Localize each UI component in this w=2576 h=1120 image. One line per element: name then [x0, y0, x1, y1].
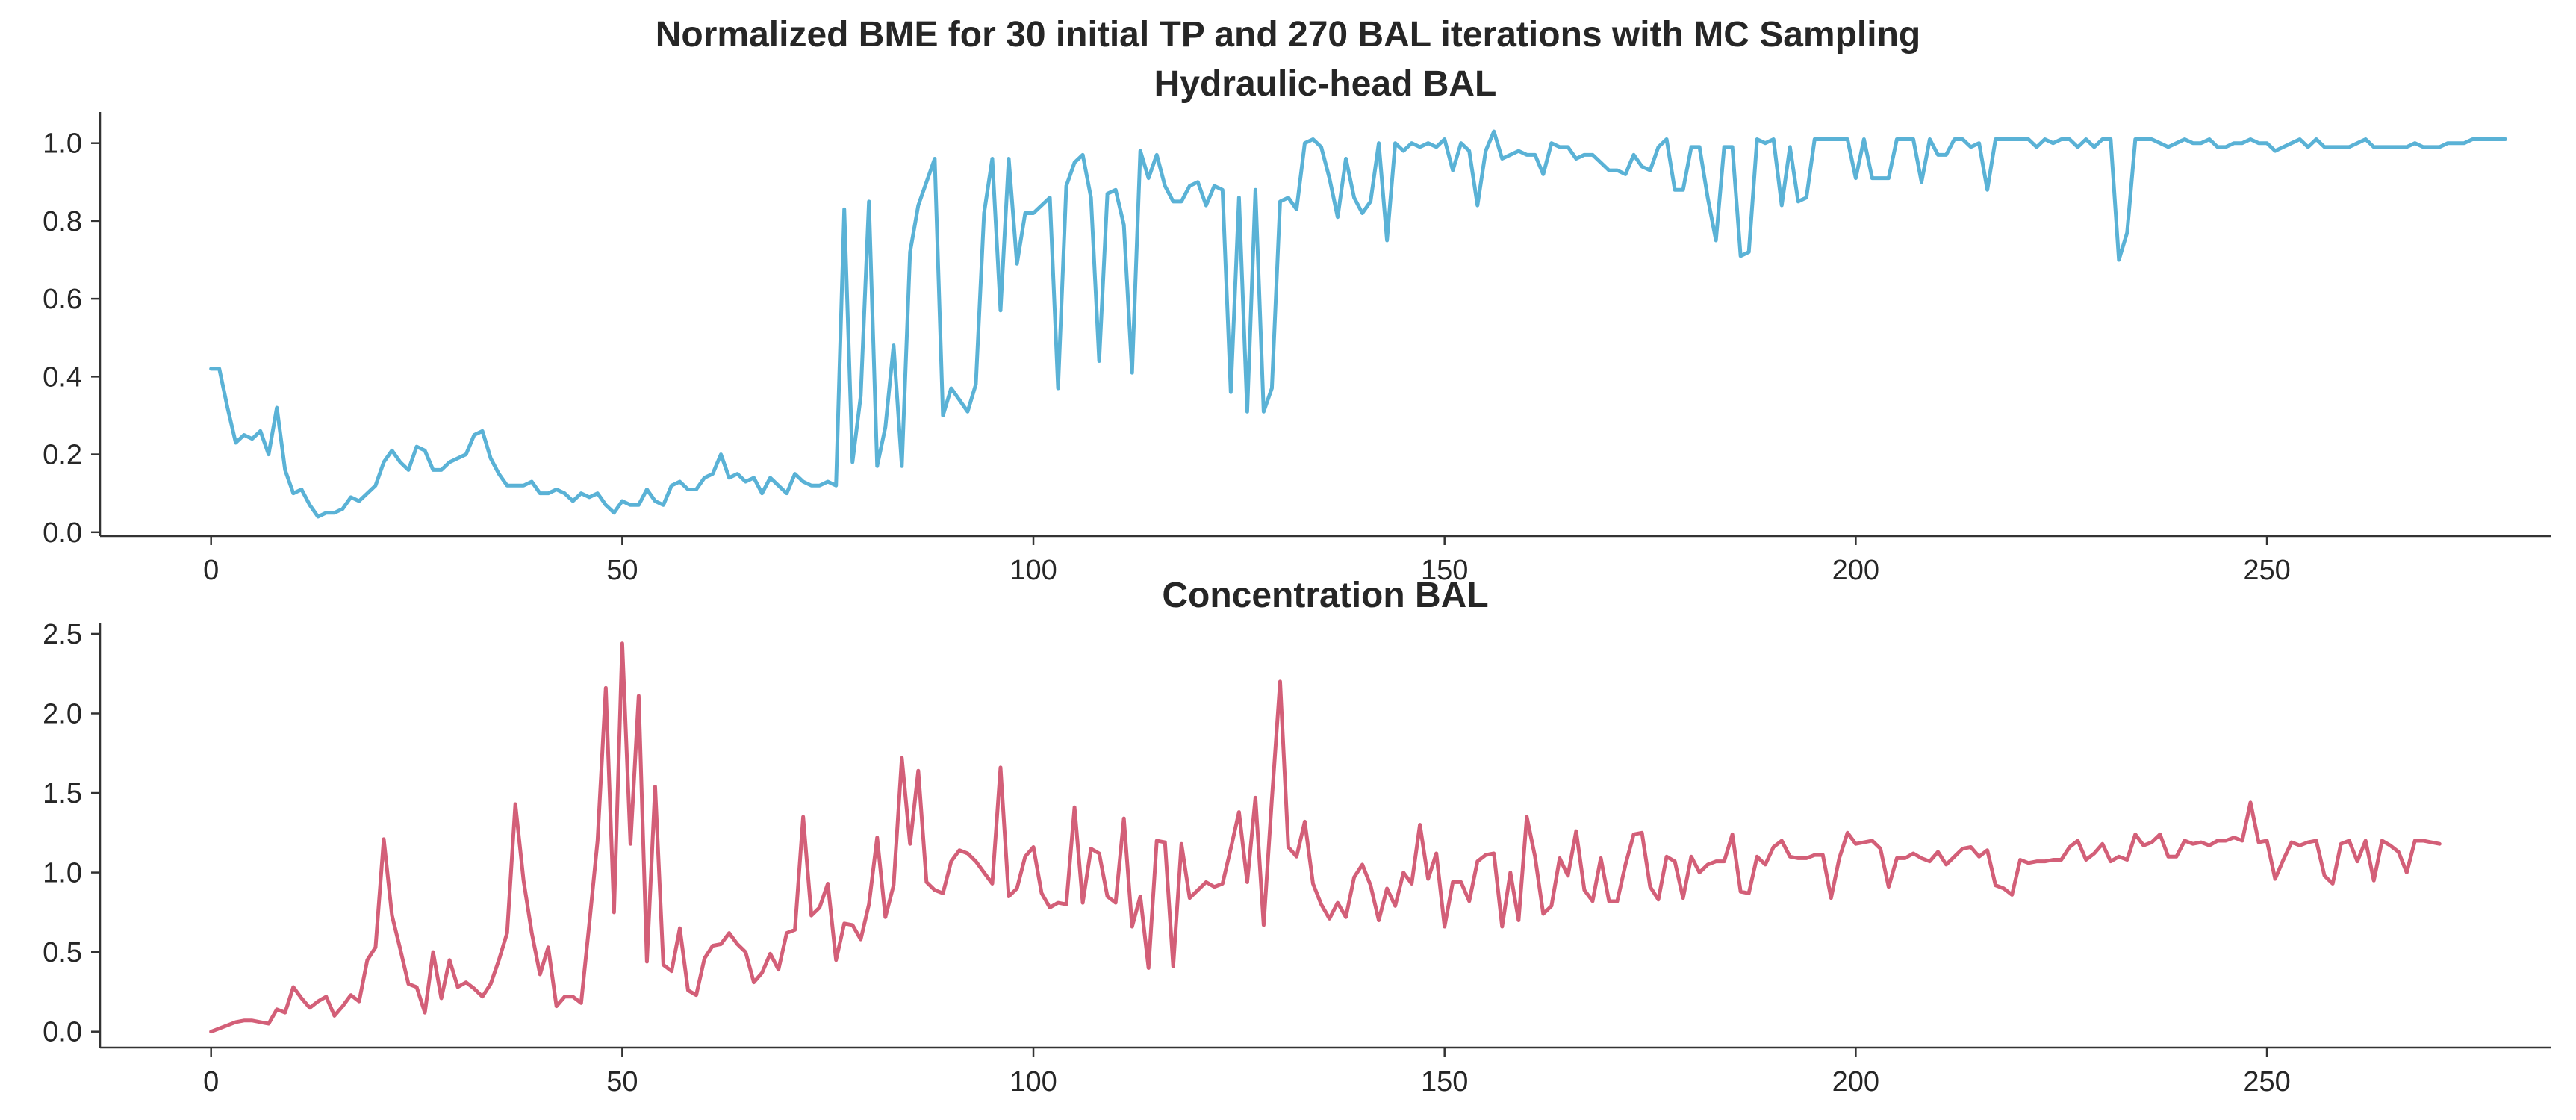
- hydraulic-head-x-tick-label: 100: [1009, 555, 1057, 586]
- concentration-y-tick-label: 2.0: [43, 698, 82, 729]
- concentration-y-tick-label: 0.5: [43, 937, 82, 968]
- hydraulic-head-y-tick-label: 0.0: [43, 517, 82, 549]
- concentration-y-tick-label: 1.0: [43, 858, 82, 889]
- concentration-x-tick-label: 50: [606, 1066, 638, 1098]
- concentration-axis-title: Concentration BAL: [1162, 576, 1488, 615]
- concentration-x-tick-label: 150: [1421, 1066, 1468, 1098]
- hydraulic-head-x-tick-label: 250: [2243, 555, 2290, 586]
- concentration-x-tick-label: 250: [2243, 1066, 2290, 1098]
- hydraulic-head-x-tick-label: 0: [203, 555, 219, 586]
- hydraulic-head-x-tick-label: 50: [606, 555, 638, 586]
- concentration-series-line: [209, 641, 2442, 1034]
- concentration-y-tick-label: 1.5: [43, 778, 82, 809]
- concentration-x-tick-label: 0: [203, 1066, 219, 1098]
- hydraulic-head-x-tick-label: 150: [1421, 555, 1468, 586]
- concentration-x-tick-label: 200: [1832, 1066, 1879, 1098]
- concentration-y-tick-label: 2.5: [43, 619, 82, 650]
- hydraulic-head-y-tick-label: 0.2: [43, 440, 82, 471]
- hydraulic-head-y-tick-label: 0.4: [43, 361, 82, 393]
- hydraulic-head-axis-title: Hydraulic-head BAL: [1154, 64, 1497, 104]
- hydraulic-head-y-tick-label: 0.8: [43, 206, 82, 237]
- hydraulic-head-series-line: [209, 129, 2507, 519]
- concentration-y-tick-label: 0.0: [43, 1017, 82, 1048]
- concentration-x-tick-label: 100: [1009, 1066, 1057, 1098]
- figure-suptitle: Normalized BME for 30 initial TP and 270…: [655, 15, 1921, 55]
- hydraulic-head-y-tick-label: 0.6: [43, 284, 82, 315]
- hydraulic-head-y-tick-label: 1.0: [43, 128, 82, 160]
- hydraulic-head-x-tick-label: 200: [1832, 555, 1879, 586]
